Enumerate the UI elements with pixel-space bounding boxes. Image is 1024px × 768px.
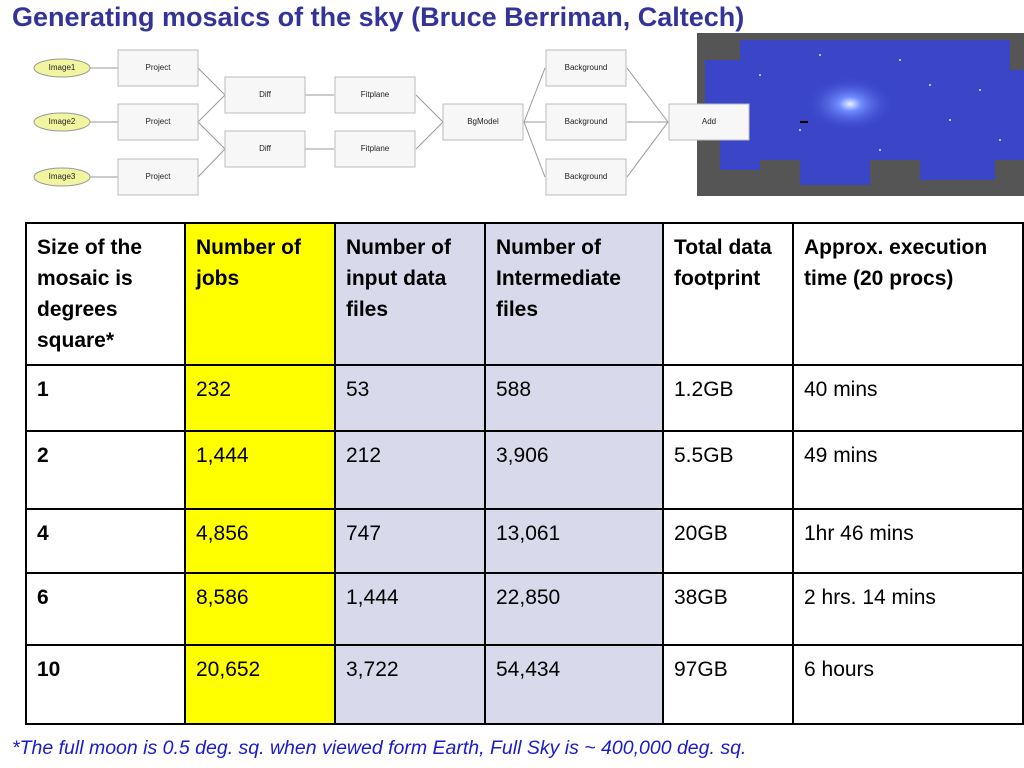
table-cell: 40 mins [792, 364, 1024, 432]
table-cell: 3,906 [484, 430, 664, 510]
node-shape [117, 158, 199, 196]
node-label: Project [146, 117, 172, 126]
node-label: Add [702, 117, 716, 126]
node-label: Fitplane [361, 144, 390, 153]
diagram-node: BgModel [442, 103, 524, 141]
table-cell: 20,652 [184, 644, 336, 725]
header-cell: Approx. execution time (20 procs) [792, 222, 1024, 366]
node-shape [442, 103, 524, 141]
diagram-node: Project [117, 103, 199, 141]
diagram-node: Background [545, 158, 627, 196]
node-label: Background [565, 63, 608, 72]
diagram-node: Project [117, 158, 199, 196]
table-row: 1 232 53 588 1.2GB 40 mins [25, 364, 1024, 432]
node-shape [334, 76, 416, 114]
table-cell: 53 [334, 364, 486, 432]
table-cell: 747 [334, 508, 486, 574]
node-label: Background [565, 117, 608, 126]
table-row: Size of the mosaic is degrees square* Num… [25, 222, 1024, 366]
table-cell: 1hr 46 mins [792, 508, 1024, 574]
table-cell: 54,434 [484, 644, 664, 725]
node-shape [117, 49, 199, 87]
table-cell: 5.5GB [662, 430, 794, 510]
node-shape [545, 103, 627, 141]
node-label: Project [146, 172, 172, 181]
table-cell: 22,850 [484, 572, 664, 646]
diagram-node: Image1 [33, 58, 91, 78]
node-label: Fitplane [361, 90, 390, 99]
header-cell: Total data footprint [662, 222, 794, 366]
table-cell: 4,856 [184, 508, 336, 574]
table-cell: 97GB [662, 644, 794, 725]
diagram-node: Image3 [33, 167, 91, 187]
table-cell: 232 [184, 364, 336, 432]
table-cell: 6 hours [792, 644, 1024, 725]
sky-image [697, 33, 1024, 196]
table-cell: 49 mins [792, 430, 1024, 510]
node-shape [545, 49, 627, 87]
diagram-node: Background [545, 103, 627, 141]
table-cell: 588 [484, 364, 664, 432]
results-table: Size of the mosaic is degrees square* Num… [25, 222, 1024, 725]
table-cell: 6 [25, 572, 186, 646]
diagram-node: Diff [224, 130, 306, 168]
table-cell: 13,061 [484, 508, 664, 574]
table-cell: 2 hrs. 14 mins [792, 572, 1024, 646]
header-cell: Size of the mosaic is degrees square* [25, 222, 186, 366]
table-cell: 1 [25, 364, 186, 432]
workflow-diagram: Image1 Image2 Image3 Project Project Project D… [33, 33, 1024, 196]
table-row: 6 8,586 1,444 22,850 38GB 2 hrs. 14 mins [25, 572, 1024, 646]
header-cell: Number of Intermediate files [484, 222, 664, 366]
node-shape [334, 130, 416, 168]
header-cell: Number of input data files [334, 222, 486, 366]
node-label: Background [565, 172, 608, 181]
diagram-node: Add [668, 103, 750, 141]
table-cell: 20GB [662, 508, 794, 574]
table-row: 10 20,652 3,722 54,434 97GB 6 hours [25, 644, 1024, 725]
node-label: Diff [259, 90, 272, 99]
diagram-node: Project [117, 49, 199, 87]
table-row: 4 4,856 747 13,061 20GB 1hr 46 mins [25, 508, 1024, 574]
node-label: Image3 [49, 172, 76, 181]
table-cell: 3,722 [334, 644, 486, 725]
table-cell: 1.2GB [662, 364, 794, 432]
table-cell: 10 [25, 644, 186, 725]
table-cell: 8,586 [184, 572, 336, 646]
node-label: BgModel [467, 117, 499, 126]
node-label: Project [146, 63, 172, 72]
node-shape [224, 76, 306, 114]
node-shape [33, 167, 91, 187]
table-cell: 212 [334, 430, 486, 510]
diagram-edges [90, 67, 669, 178]
diagram-node: Background [545, 49, 627, 87]
table-row: 2 1,444 212 3,906 5.5GB 49 mins [25, 430, 1024, 510]
header-cell: Number of jobs [184, 222, 336, 366]
table-cell: 1,444 [184, 430, 336, 510]
slide-title: Generating mosaics of the sky (Bruce Ber… [12, 2, 745, 32]
table-cell: 38GB [662, 572, 794, 646]
diagram-node: Image2 [33, 112, 91, 132]
table-cell: 1,444 [334, 572, 486, 646]
table-cell: 4 [25, 508, 186, 574]
diagram-node: Fitplane [334, 76, 416, 114]
diagram-node: Fitplane [334, 130, 416, 168]
node-shape [545, 158, 627, 196]
node-label: Image1 [49, 63, 76, 72]
node-shape [224, 130, 306, 168]
node-shape [33, 58, 91, 78]
node-shape [117, 103, 199, 141]
table-cell: 2 [25, 430, 186, 510]
diagram-node: Diff [224, 76, 306, 114]
node-label: Diff [259, 144, 272, 153]
node-label: Image2 [49, 117, 76, 126]
node-shape [668, 103, 750, 141]
node-shape [33, 112, 91, 132]
footnote: *The full moon is 0.5 deg. sq. when view… [12, 737, 747, 759]
